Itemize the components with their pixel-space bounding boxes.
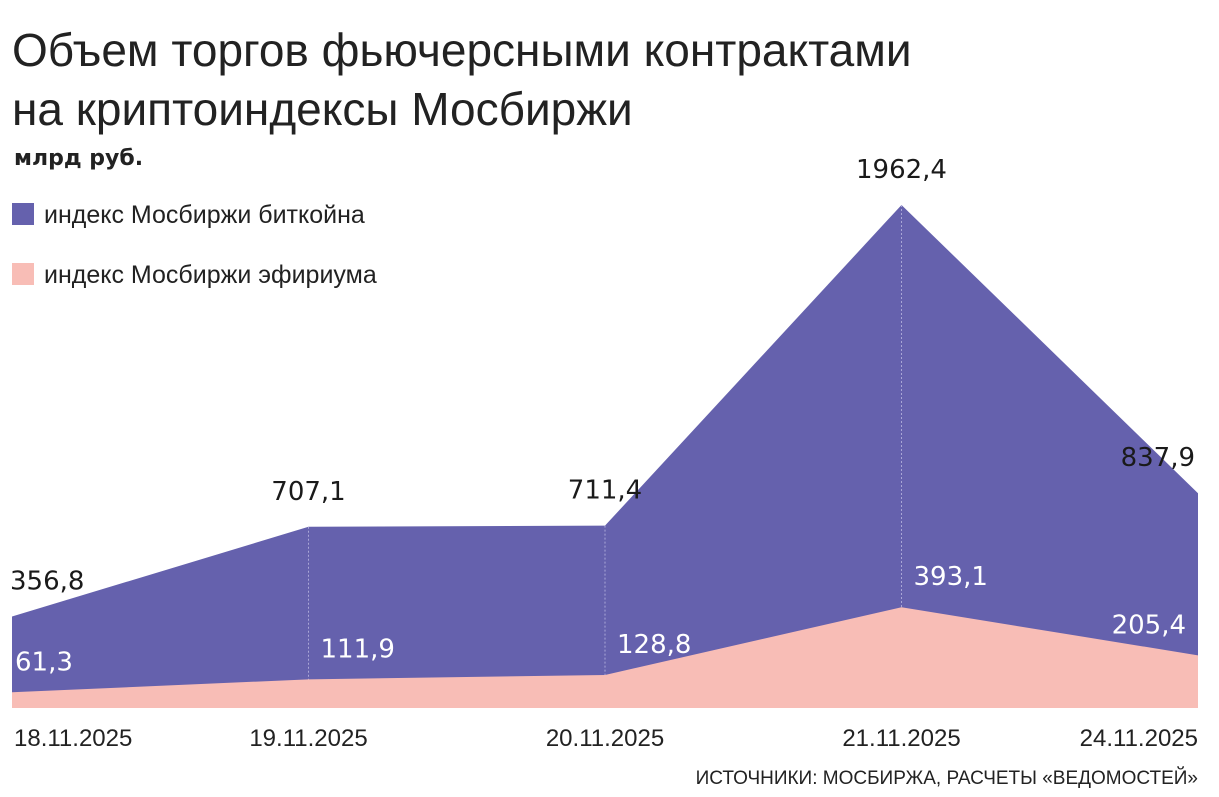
- area: [12, 607, 1198, 708]
- chart-title: Объем торгов фьючерсными контрактами: [12, 24, 912, 76]
- x-tick-label: 19.11.2025: [249, 725, 367, 752]
- value-label: 356,8: [10, 567, 84, 597]
- legend-swatch: [12, 203, 34, 225]
- legend-label: индекс Мосбиржи эфириума: [44, 261, 377, 289]
- value-label: 393,1: [914, 562, 988, 592]
- x-tick-label: 20.11.2025: [546, 725, 664, 752]
- legend-swatch: [12, 263, 34, 285]
- source: ИСТОЧНИКИ: МОСБИРЖА, РАСЧЕТЫ «ВЕДОМОСТЕЙ…: [696, 767, 1198, 789]
- value-label: 707,1: [271, 477, 345, 507]
- x-tick-label: 24.11.2025: [1080, 725, 1198, 752]
- value-label: 61,3: [15, 647, 73, 677]
- value-label: 837,9: [1121, 443, 1195, 473]
- value-label: 128,8: [617, 630, 691, 660]
- value-label: 711,4: [568, 476, 642, 506]
- chart-subtitle: млрд руб.: [14, 146, 143, 171]
- value-label: 111,9: [321, 634, 395, 664]
- value-label: 1962,4: [856, 155, 947, 185]
- x-tick-label: 21.11.2025: [842, 725, 960, 752]
- legend-label: индекс Мосбиржи биткойна: [44, 201, 365, 229]
- value-label: 205,4: [1112, 610, 1186, 640]
- chart-title: на криптоиндексы Мосбиржи: [12, 83, 633, 135]
- x-tick-label: 18.11.2025: [14, 725, 132, 752]
